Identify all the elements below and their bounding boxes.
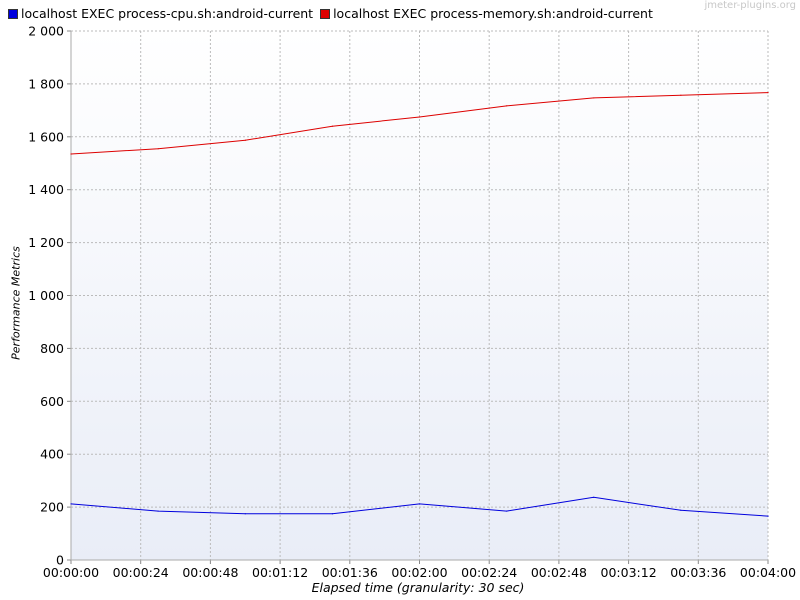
data-point bbox=[680, 509, 682, 511]
data-point bbox=[157, 148, 159, 150]
y-tick-label: 1 600 bbox=[28, 129, 64, 144]
legend-label-memory: localhost EXEC process-memory.sh:android… bbox=[333, 6, 653, 21]
y-tick-label: 600 bbox=[40, 394, 64, 409]
data-point bbox=[418, 116, 421, 118]
series-lines bbox=[70, 92, 769, 517]
watermark: jmeter-plugins.org bbox=[704, 0, 796, 11]
x-tick-label: 00:00:24 bbox=[113, 565, 169, 580]
data-point bbox=[331, 513, 333, 515]
y-tick-label: 1 800 bbox=[28, 76, 64, 91]
data-point bbox=[70, 503, 72, 505]
data-point bbox=[244, 139, 246, 141]
legend-item-memory: localhost EXEC process-memory.sh:android… bbox=[320, 6, 653, 21]
legend-label-cpu: localhost EXEC process-cpu.sh:android-cu… bbox=[21, 6, 314, 21]
data-point bbox=[157, 510, 159, 512]
x-axis-label: Elapsed time (granularity: 30 sec) bbox=[311, 580, 525, 595]
x-tick-label: 00:03:12 bbox=[601, 565, 657, 580]
legend-swatch-memory bbox=[320, 8, 331, 19]
x-tick-label: 00:02:00 bbox=[391, 565, 447, 580]
legend-item-cpu: localhost EXEC process-cpu.sh:android-cu… bbox=[8, 6, 313, 21]
legend-swatch-cpu bbox=[8, 8, 18, 19]
y-tick-label: 1 000 bbox=[28, 288, 64, 303]
data-point bbox=[244, 513, 246, 515]
y-axis-label: Performance Metrics bbox=[9, 246, 23, 360]
y-tick-label: 200 bbox=[40, 500, 64, 515]
x-tick-label: 00:02:24 bbox=[461, 565, 517, 580]
y-tick-label: 2 000 bbox=[28, 24, 64, 39]
x-tick-label: 00:01:36 bbox=[322, 565, 378, 580]
data-point bbox=[70, 153, 72, 155]
data-point bbox=[767, 92, 769, 94]
data-point bbox=[331, 125, 333, 127]
y-tick-label: 800 bbox=[40, 341, 64, 356]
data-point bbox=[418, 503, 421, 505]
grid bbox=[71, 30, 769, 560]
x-tick-label: 00:04:00 bbox=[740, 565, 796, 580]
axes: 0 200 400 600 800 1 000 1 200 1 400 1 600 1 800 2 … bbox=[28, 24, 796, 581]
data-point bbox=[593, 97, 595, 99]
y-tick-label: 1 400 bbox=[28, 182, 64, 197]
y-tick-label: 400 bbox=[40, 447, 64, 462]
x-tick-label: 00:00:48 bbox=[182, 565, 238, 580]
x-tick-label: 00:01:12 bbox=[252, 565, 308, 580]
x-tick-label: 00:02:48 bbox=[531, 565, 587, 580]
data-point bbox=[506, 105, 508, 107]
y-tick-label: 1 200 bbox=[28, 235, 64, 250]
x-tick-label: 00:03:36 bbox=[670, 565, 726, 580]
data-point bbox=[506, 510, 508, 512]
legend: localhost EXEC process-cpu.sh:android-cu… bbox=[8, 6, 660, 21]
data-point bbox=[593, 496, 595, 498]
data-point bbox=[767, 515, 769, 517]
x-tick-label: 00:00:00 bbox=[43, 565, 99, 580]
y-tick-label: 0 bbox=[56, 553, 64, 568]
data-point bbox=[680, 94, 682, 96]
